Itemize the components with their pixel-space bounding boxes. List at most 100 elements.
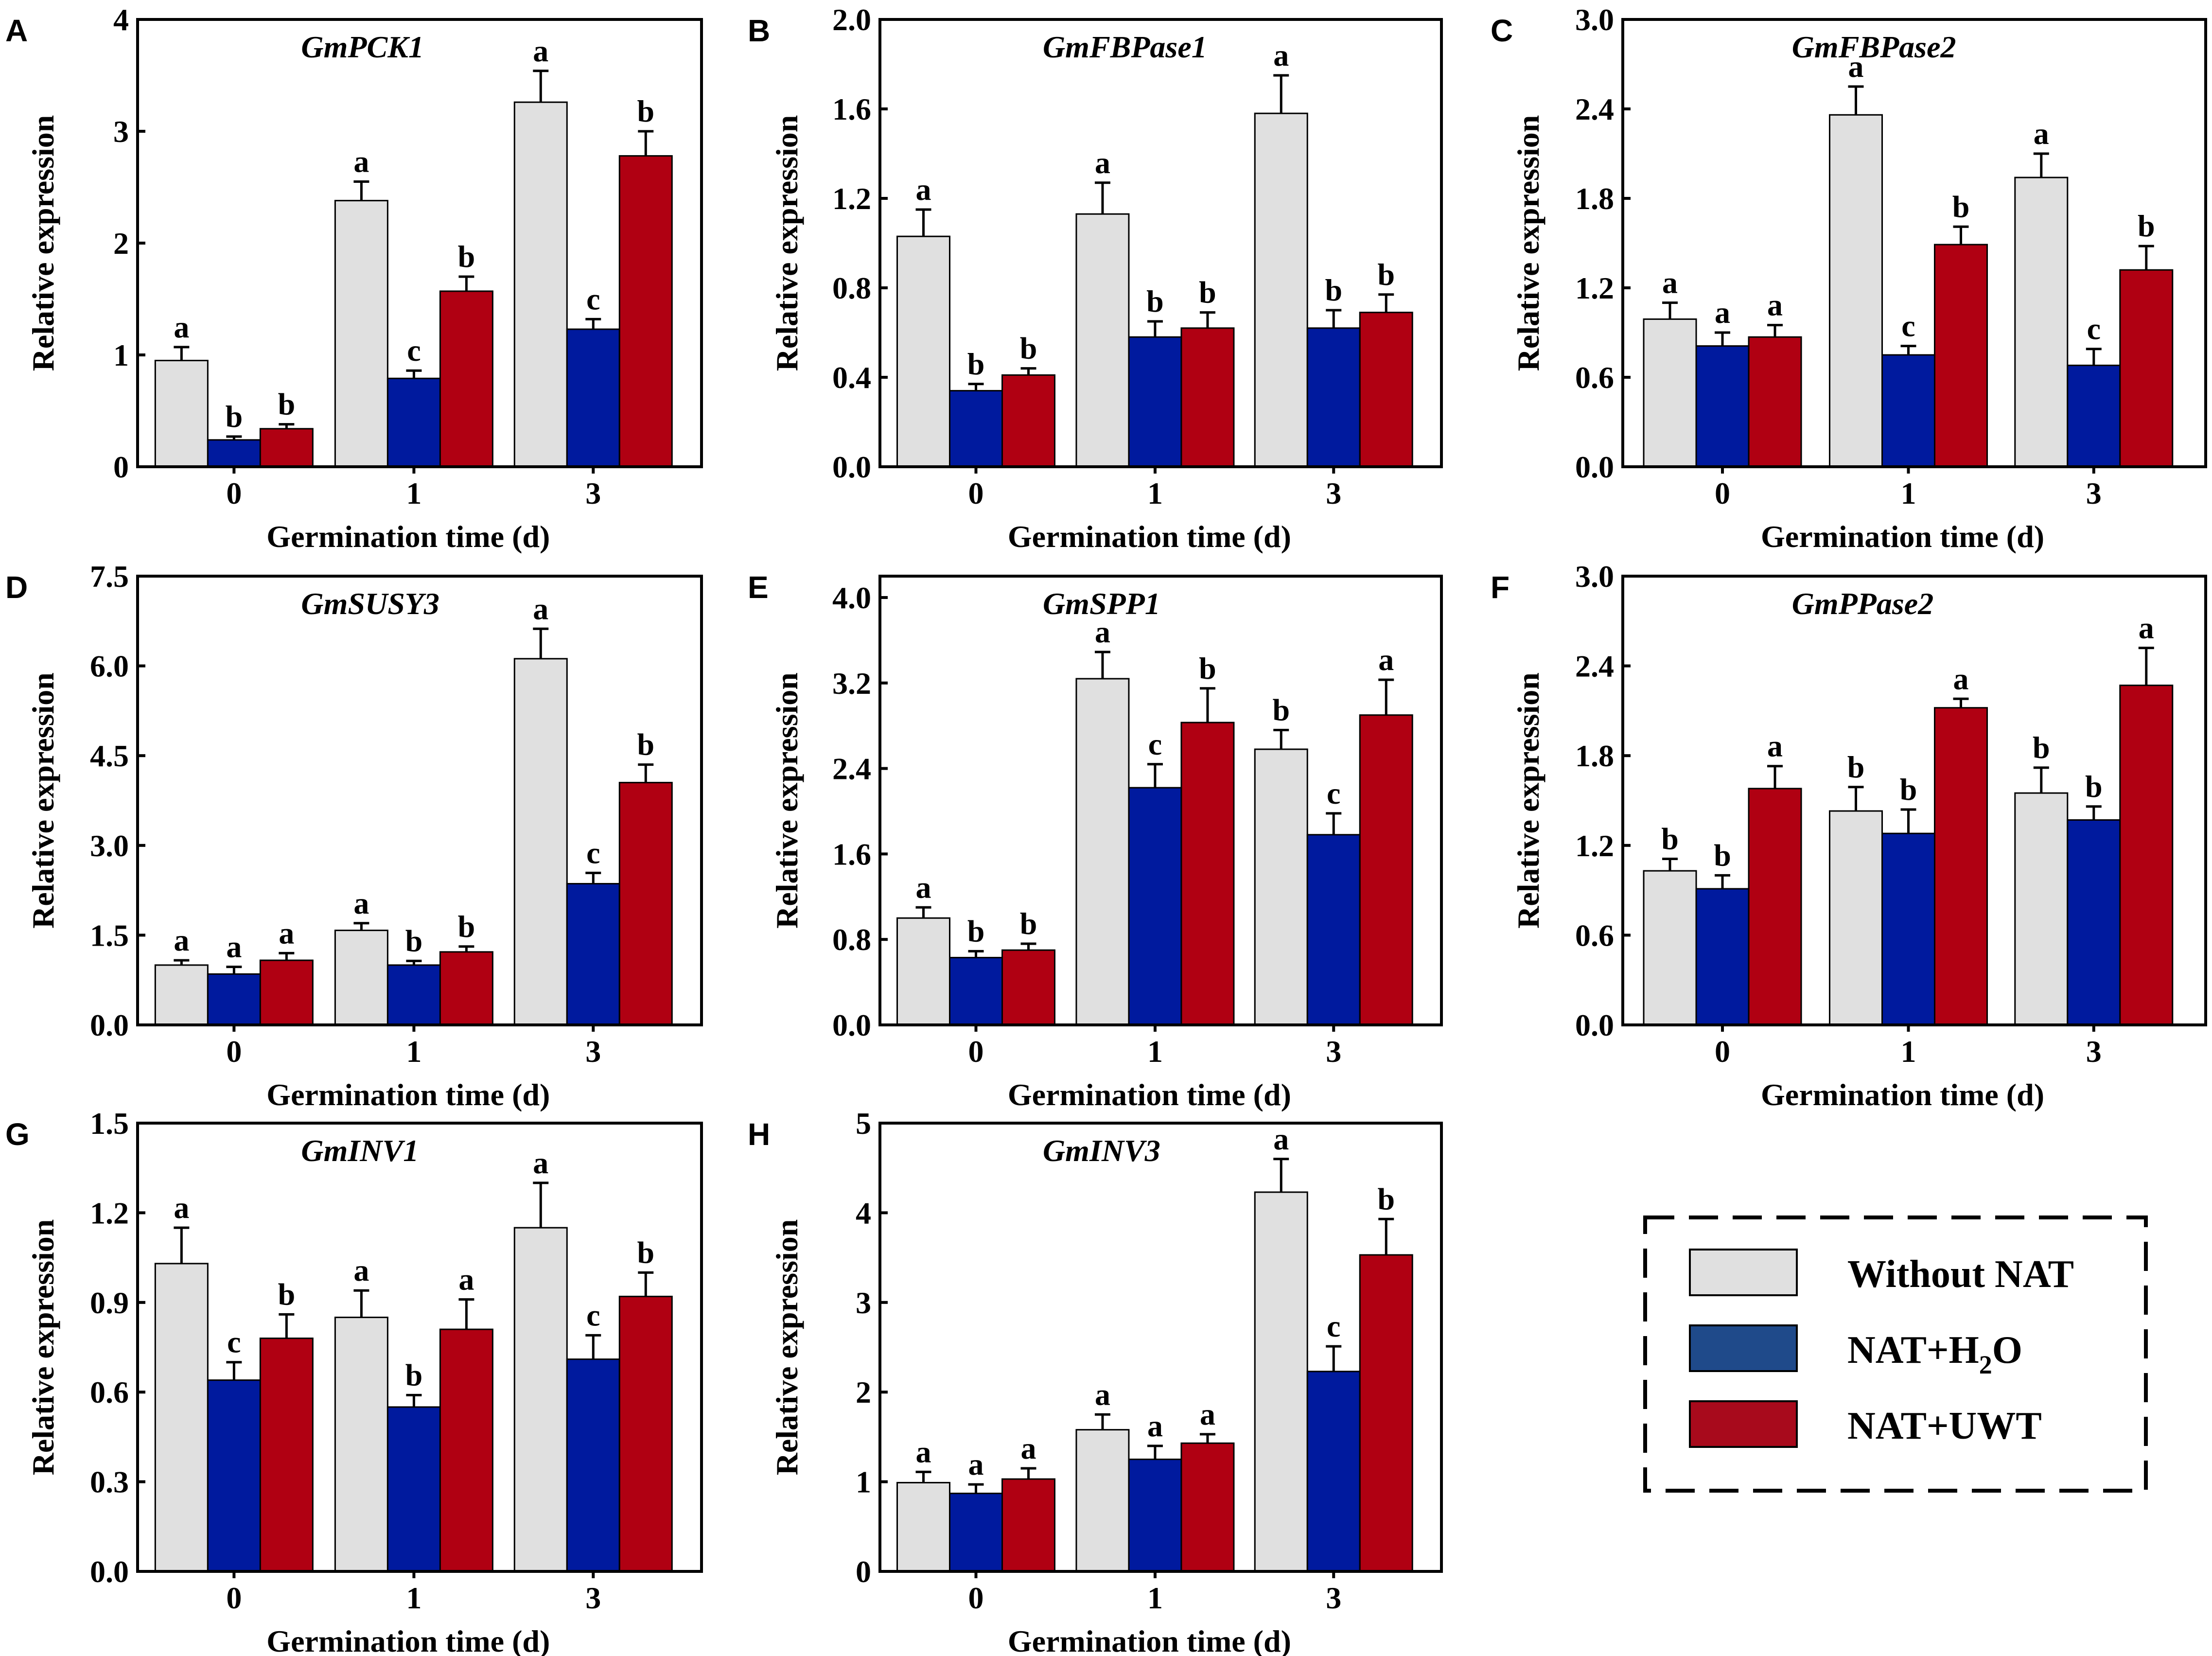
significance-letter-nat-uwt-day-1: a	[1200, 1397, 1215, 1431]
bar-nat-h2o-day-0	[207, 1379, 261, 1572]
bar-nat-uwt-day-1	[1180, 722, 1235, 1026]
significance-letter-without-nat-day-1: a	[1095, 615, 1110, 649]
x-tick-label-1: 1	[1147, 1581, 1163, 1615]
y-tick-label: 0.8	[832, 271, 871, 305]
significance-letter-without-nat-day-3: a	[533, 1145, 548, 1180]
significance-letter-nat-uwt-day-0: a	[1021, 1431, 1036, 1465]
bar-nat-h2o-day-0	[949, 390, 1003, 468]
bar-nat-uwt-day-3	[618, 782, 673, 1026]
significance-letter-nat-h2o-day-1: a	[1147, 1409, 1163, 1443]
y-tick-label: 2	[856, 1375, 871, 1409]
y-tick-label: 7.5	[90, 559, 129, 594]
bar-nat-uwt-day-0	[259, 428, 314, 468]
bar-without-nat-day-3	[513, 658, 568, 1026]
significance-letter-nat-uwt-day-0: a	[279, 916, 294, 950]
bar-without-nat-day-0	[1643, 870, 1697, 1026]
bar-without-nat-day-3	[513, 101, 568, 468]
y-tick-label: 0.8	[832, 922, 871, 957]
panel-letter: F	[1491, 570, 1510, 605]
y-tick-label: 1.2	[832, 181, 871, 216]
significance-letter-without-nat-day-1: a	[1095, 145, 1110, 180]
y-tick-label: 3	[856, 1286, 871, 1320]
y-tick-label: 2.4	[832, 752, 871, 786]
y-tick-label: 1	[113, 338, 129, 372]
chart-title: GmFBPase2	[1792, 30, 1956, 64]
panel-letter: B	[748, 13, 770, 48]
significance-letter-without-nat-day-1: b	[1847, 750, 1865, 784]
plot-frame	[878, 18, 1443, 468]
legend-swatch-nat-uwt	[1689, 1400, 1798, 1448]
bar-nat-h2o-day-3	[1306, 1371, 1361, 1572]
x-tick-label-3: 3	[585, 1581, 601, 1615]
y-tick-label: 0.6	[90, 1375, 129, 1409]
y-tick-label: 1.2	[1575, 271, 1614, 305]
bar-nat-h2o-day-0	[1695, 345, 1750, 468]
y-tick-label: 0.9	[90, 1286, 129, 1320]
significance-letter-nat-uwt-day-3: a	[1378, 642, 1394, 677]
y-tick-label: 0.0	[90, 1008, 129, 1042]
bar-nat-h2o-day-1	[386, 964, 441, 1026]
significance-letter-nat-uwt-day-0: b	[1020, 331, 1037, 366]
bar-nat-h2o-day-1	[386, 377, 441, 468]
x-axis-title: Germination time (d)	[1008, 519, 1291, 554]
y-tick-label: 0.3	[90, 1465, 129, 1499]
panel-letter: G	[5, 1117, 30, 1152]
y-tick-label: 1.6	[832, 92, 871, 126]
significance-letter-nat-h2o-day-1: c	[1148, 727, 1162, 761]
x-axis-title: Germination time (d)	[1008, 1077, 1291, 1112]
significance-letter-without-nat-day-1: a	[1848, 49, 1864, 84]
panel-letter: D	[5, 570, 28, 605]
significance-letter-nat-uwt-day-3: b	[2138, 209, 2155, 243]
bar-without-nat-day-0	[154, 1263, 209, 1572]
y-tick-label: 4	[113, 2, 129, 37]
chart-panel-g: Ga c b 0 a b a 1 a c b 3 0.0 0.3 0.6 0.9 1.2 1.5 GmINV1 Ger…	[5, 1106, 703, 1656]
bar-without-nat-day-3	[1254, 112, 1308, 468]
y-axis-title: Relative expression	[770, 672, 804, 929]
x-tick-label-0: 0	[226, 1034, 242, 1069]
y-tick-label: 0.0	[832, 450, 871, 484]
bar-nat-uwt-day-3	[1359, 714, 1413, 1026]
legend-swatch-without-nat	[1689, 1249, 1798, 1296]
x-axis-title: Germination time (d)	[266, 519, 550, 554]
significance-letter-without-nat-day-3: a	[2034, 116, 2049, 151]
chart-title: GmSPP1	[1043, 586, 1160, 621]
y-tick-label: 0.6	[1575, 918, 1614, 952]
significance-letter-nat-uwt-day-0: b	[278, 1277, 296, 1311]
bar-without-nat-day-0	[1643, 318, 1697, 468]
bar-nat-uwt-day-0	[259, 959, 314, 1026]
significance-letter-nat-h2o-day-3: c	[1327, 1309, 1340, 1343]
y-axis-title: Relative expression	[770, 1219, 804, 1476]
bar-nat-uwt-day-0	[1001, 1478, 1056, 1572]
y-tick-label: 1.8	[1575, 739, 1614, 773]
bar-nat-uwt-day-1	[439, 951, 493, 1026]
significance-letter-nat-uwt-day-1: a	[1953, 661, 1969, 696]
chart-panel-e: Ea b b 0 a c b 1 b c a 3 0.0 0.8 1.6 2.4 3.2 4.0 GmSPP1 Ger…	[748, 570, 1443, 1112]
x-tick-label-3: 3	[1326, 476, 1341, 511]
significance-letter-without-nat-day-0: a	[174, 310, 189, 344]
x-tick-label-3: 3	[585, 1034, 601, 1069]
x-tick-label-1: 1	[1147, 1034, 1163, 1069]
significance-letter-nat-h2o-day-1: b	[405, 923, 423, 958]
significance-letter-without-nat-day-1: a	[353, 144, 369, 179]
significance-letter-without-nat-day-3: b	[1272, 692, 1290, 727]
chart-panel-c: Ca a a 0 a c b 1 a c b 3 0.0 0.6 1.2 1.8 2.4 3.0 GmFBPase2…	[1491, 2, 2207, 554]
bar-without-nat-day-0	[896, 235, 951, 468]
bar-nat-uwt-day-3	[618, 1296, 673, 1572]
panel-letter: C	[1491, 13, 1513, 48]
bar-without-nat-day-1	[1075, 678, 1130, 1026]
significance-letter-without-nat-day-0: a	[174, 1190, 189, 1225]
bar-without-nat-day-1	[1075, 213, 1130, 468]
significance-letter-nat-h2o-day-0: b	[1714, 838, 1731, 872]
chart-panel-h: Ha a a 0 a a a 1 a c b 3 0 1 2 3 4 5 GmINV3 Germination tim…	[748, 1106, 1443, 1656]
x-tick-label-3: 3	[2086, 476, 2102, 511]
y-tick-label: 0.4	[832, 360, 871, 395]
y-tick-label: 0	[856, 1554, 871, 1589]
significance-letter-nat-h2o-day-0: a	[1715, 295, 1730, 330]
y-tick-label: 2.0	[832, 2, 871, 37]
significance-letter-without-nat-day-1: a	[1095, 1377, 1110, 1411]
bar-nat-h2o-day-3	[566, 883, 620, 1026]
y-tick-label: 3.0	[1575, 559, 1614, 594]
bar-without-nat-day-1	[1829, 114, 1883, 468]
y-tick-label: 6.0	[90, 649, 129, 684]
y-tick-label: 0	[113, 450, 129, 484]
